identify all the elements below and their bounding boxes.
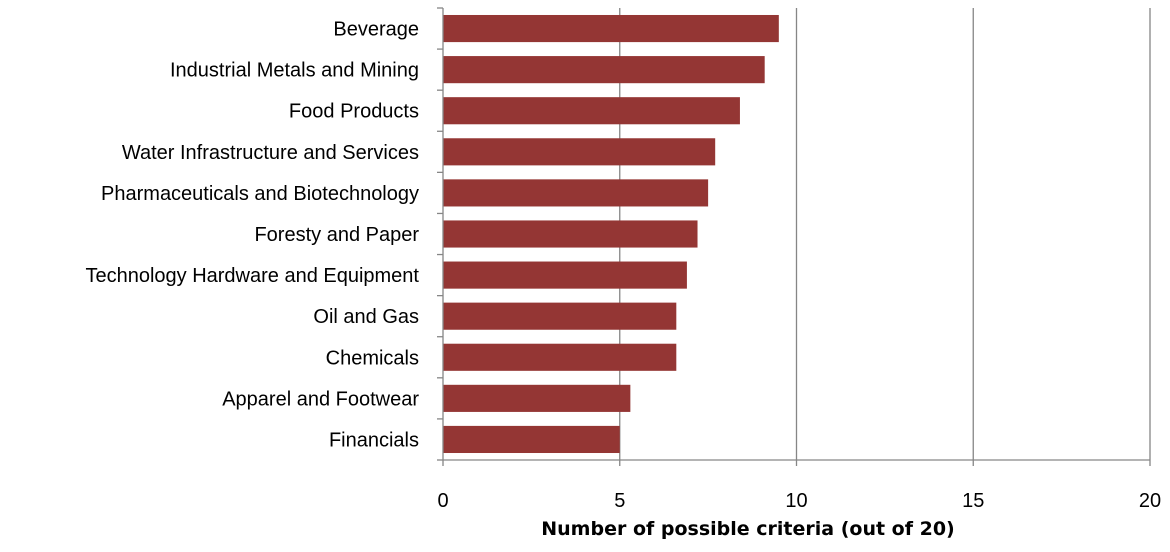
bar [443, 261, 687, 289]
bar [443, 384, 631, 412]
x-axis-title: Number of possible criteria (out of 20) [541, 518, 954, 540]
category-label: Industrial Metals and Mining [170, 60, 419, 82]
bar [443, 302, 677, 330]
category-label: Technology Hardware and Equipment [85, 265, 419, 287]
bar [443, 97, 740, 125]
category-label: Pharmaceuticals and Biotechnology [101, 183, 419, 205]
bar [443, 425, 620, 454]
category-label: Chemicals [326, 347, 419, 369]
category-label: Food Products [289, 101, 419, 123]
category-label: Water Infrastructure and Services [122, 142, 419, 164]
category-label: Oil and Gas [313, 306, 419, 328]
x-tick-label: 20 [1139, 490, 1161, 512]
category-label: Foresty and Paper [254, 224, 419, 246]
bar [443, 220, 698, 248]
category-label: Apparel and Footwear [222, 388, 419, 410]
x-tick-label: 5 [614, 490, 625, 512]
bar [443, 343, 677, 371]
category-label: Beverage [333, 19, 419, 41]
bars [443, 14, 779, 454]
x-tick-labels: 0 5 10 15 20 [437, 490, 1161, 512]
bar [443, 14, 779, 43]
x-tick-label: 0 [437, 490, 448, 512]
bar [443, 179, 709, 207]
category-label: Financials [329, 429, 419, 451]
x-tick-label: 15 [962, 490, 984, 512]
bar [443, 138, 716, 166]
bar [443, 56, 765, 84]
axes [437, 7, 1151, 466]
category-labels: Beverage Industrial Metals and Mining Food… [85, 19, 419, 452]
x-tick-label: 10 [785, 490, 807, 512]
